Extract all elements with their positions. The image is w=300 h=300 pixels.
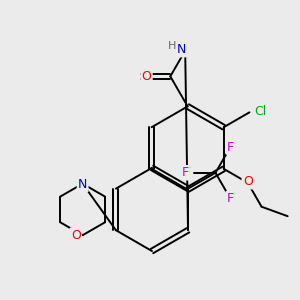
- Text: N: N: [78, 178, 87, 191]
- Text: O: O: [71, 229, 81, 242]
- Text: Cl: Cl: [254, 105, 266, 118]
- Text: O: O: [142, 70, 152, 83]
- Text: N: N: [176, 43, 186, 56]
- Text: F: F: [227, 192, 234, 205]
- Text: H: H: [168, 41, 176, 51]
- Text: F: F: [227, 140, 234, 154]
- Text: F: F: [182, 166, 189, 179]
- Text: O: O: [243, 175, 253, 188]
